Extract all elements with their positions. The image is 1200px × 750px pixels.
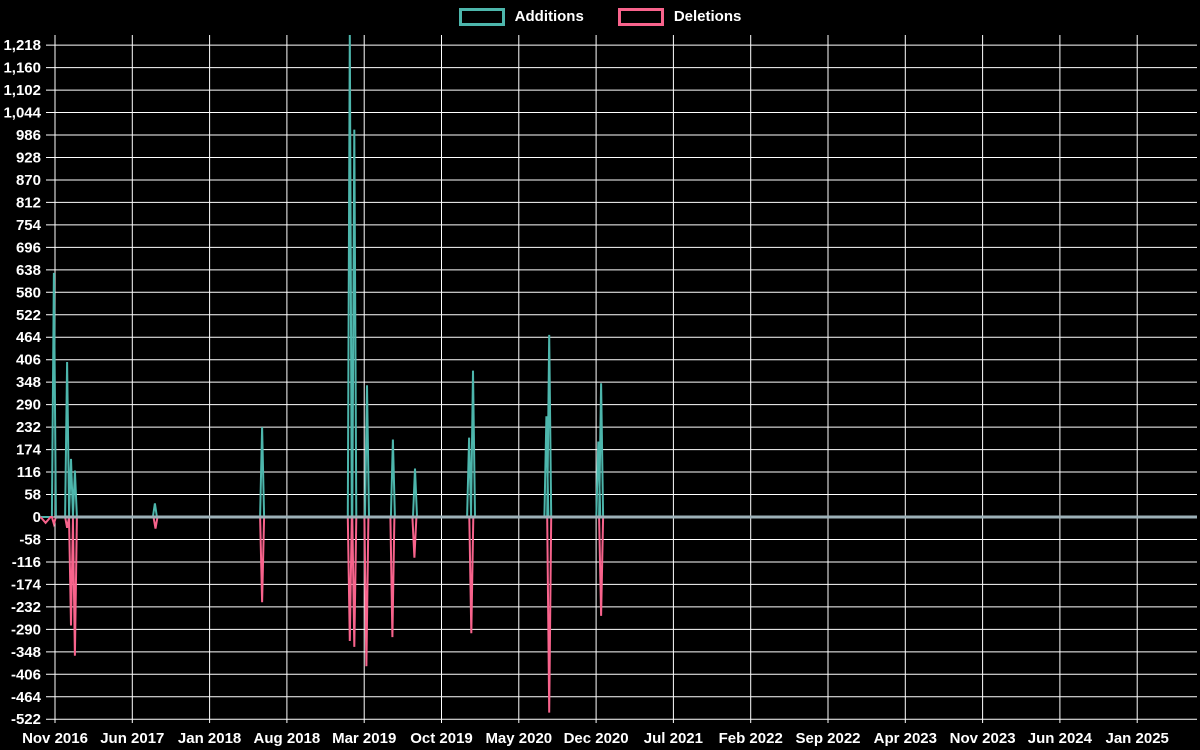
y-tick-label: 812: [16, 194, 41, 211]
y-tick-label: 0: [33, 509, 41, 526]
x-tick-label: May 2020: [485, 730, 552, 747]
legend-item-additions[interactable]: Additions: [458, 8, 584, 26]
y-tick-label: 696: [16, 239, 41, 256]
y-tick-label: 1,218: [3, 37, 41, 54]
x-tick-label: Aug 2018: [254, 730, 321, 747]
chart-legend: Additions Deletions: [0, 8, 1200, 26]
x-tick-label: Mar 2019: [332, 730, 396, 747]
y-tick-label: -232: [11, 599, 41, 616]
y-tick-label: -174: [11, 576, 42, 593]
additions-swatch: [458, 8, 505, 26]
legend-label-additions: Additions: [514, 8, 584, 25]
y-tick-label: 522: [16, 307, 41, 324]
x-tick-label: Nov 2016: [22, 730, 88, 747]
y-tick-label: -406: [11, 666, 41, 683]
x-tick-label: Jun 2017: [100, 730, 164, 747]
x-tick-label: Sep 2022: [795, 730, 860, 747]
x-grid: Nov 2016 Jun 2017 Jan 2018 Aug 2018 Mar 2019…: [22, 35, 1169, 747]
x-tick-label: Dec 2020: [564, 730, 629, 747]
y-tick-label: -290: [11, 621, 41, 638]
y-tick-label: -464: [11, 689, 42, 706]
x-tick-label: Jun 2024: [1028, 730, 1093, 747]
series-line-additions: [40, 35, 1197, 518]
y-tick-label: -348: [11, 644, 41, 661]
y-tick-label: 58: [24, 487, 41, 504]
x-tick-label: Oct 2019: [410, 730, 473, 747]
legend-item-deletions[interactable]: Deletions: [617, 8, 742, 26]
x-tick-label: Jul 2021: [644, 730, 703, 747]
y-tick-label: 232: [16, 419, 41, 436]
x-tick-label: Jan 2018: [178, 730, 241, 747]
x-tick-label: Nov 2023: [950, 730, 1016, 747]
y-tick-label: -58: [19, 531, 41, 548]
x-tick-label: Feb 2022: [719, 730, 783, 747]
y-tick-label: 986: [16, 127, 41, 144]
y-tick-label: 348: [16, 374, 41, 391]
x-tick-label: Apr 2023: [874, 730, 937, 747]
deletions-swatch: [617, 8, 664, 26]
y-tick-label: 928: [16, 149, 41, 166]
y-tick-label: 406: [16, 352, 41, 369]
y-tick-label: 580: [16, 284, 41, 301]
legend-label-deletions: Deletions: [673, 8, 742, 25]
y-tick-label: -522: [11, 711, 41, 728]
y-tick-label: 638: [16, 262, 41, 279]
y-tick-label: 754: [16, 217, 42, 234]
y-grid: 1,218 1,160 1,102 1,044 986 928 870 812 754 696 63…: [3, 37, 1197, 728]
y-tick-label: -116: [12, 554, 41, 571]
y-tick-label: 1,102: [3, 82, 41, 99]
y-tick-label: 1,044: [3, 105, 41, 122]
y-tick-label: 174: [16, 442, 42, 459]
y-tick-label: 290: [16, 397, 41, 414]
y-tick-label: 870: [16, 172, 41, 189]
series-line-deletions: [39, 516, 1197, 713]
y-tick-label: 1,160: [3, 60, 41, 77]
y-tick-label: 464: [16, 329, 42, 346]
y-tick-label: 116: [17, 464, 41, 481]
x-tick-label: Jan 2025: [1106, 730, 1169, 747]
